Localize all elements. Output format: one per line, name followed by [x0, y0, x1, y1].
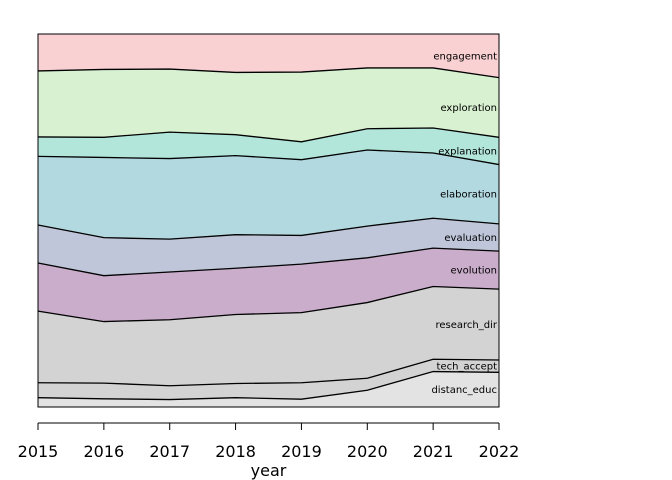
x-tick-label: 2018	[215, 442, 256, 461]
series-label-tech-accept: tech_accept	[437, 362, 498, 373]
area-band-tech-accept	[38, 359, 499, 400]
boundary-line-research-dir	[37, 285, 500, 323]
x-tick-label: 2015	[18, 442, 59, 461]
area-band-engagement	[38, 34, 499, 78]
x-tick-label: 2021	[413, 442, 454, 461]
area-band-evolution	[38, 248, 499, 322]
boundary-line-elaboration	[37, 149, 500, 166]
series-label-exploration: exploration	[440, 103, 497, 114]
series-label-evaluation: evaluation	[444, 233, 497, 244]
boundary-line-tech-accept	[37, 358, 500, 387]
x-axis-title: year	[251, 461, 287, 480]
boundary-line-distanc-educ	[37, 370, 500, 401]
boundary-line-explanation	[37, 127, 500, 143]
area-band-explanation	[38, 128, 499, 165]
x-tick-label: 2019	[281, 442, 322, 461]
series-labels: distanc_educ tech_accept research_dir evolu…	[431, 51, 497, 396]
series-label-engagement: engagement	[433, 51, 497, 62]
boundary-lines	[37, 67, 500, 401]
x-tick-label: 2020	[347, 442, 388, 461]
x-tick-label: 2017	[149, 442, 190, 461]
series-label-research-dir: research_dir	[436, 320, 498, 331]
area-band-evaluation	[38, 218, 499, 276]
area-band-research-dir	[38, 286, 499, 386]
boundary-line-evolution	[37, 247, 500, 277]
plot-frame	[37, 33, 500, 408]
area-band-elaboration	[38, 150, 499, 240]
series-label-elaboration: elaboration	[440, 190, 497, 201]
x-tick-label: 2022	[479, 442, 520, 461]
series-label-explanation: explanation	[438, 146, 497, 157]
area-bands	[38, 34, 499, 407]
boundary-line-exploration	[37, 67, 500, 79]
x-tick-label: 2016	[83, 442, 124, 461]
series-label-distanc-educ: distanc_educ	[431, 385, 497, 396]
area-band-distanc-educ	[38, 371, 499, 407]
boundary-line-evaluation	[37, 217, 500, 240]
area-band-exploration	[38, 67, 499, 142]
series-label-evolution: evolution	[451, 266, 497, 277]
x-axis: 2015 2016 2017 2018 2019 2020 2021 2022	[18, 422, 520, 461]
